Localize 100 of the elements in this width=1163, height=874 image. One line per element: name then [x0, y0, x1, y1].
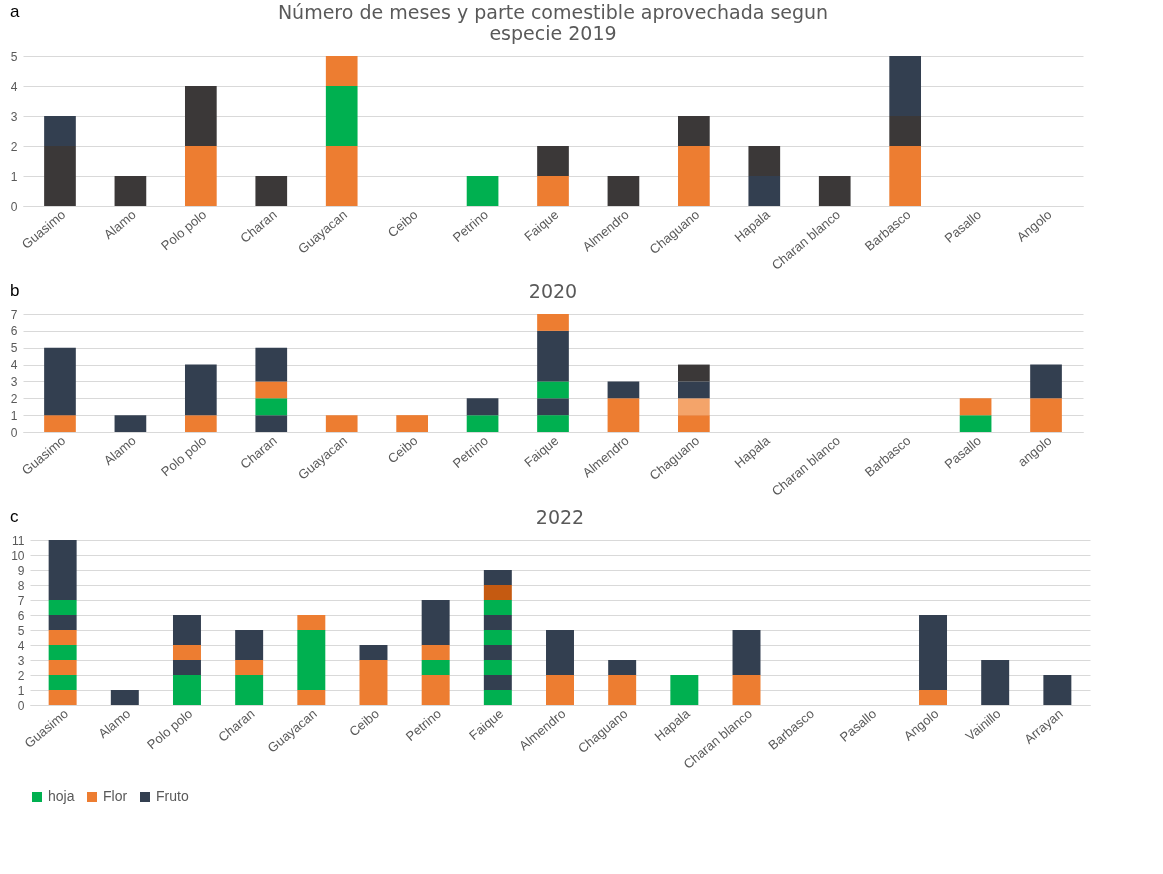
- y-tick-label: 4: [10, 358, 18, 373]
- y-tick-label: 0: [10, 425, 18, 440]
- bar: [919, 690, 948, 705]
- bar: [44, 415, 76, 432]
- bar: [1043, 675, 1072, 705]
- y-tick-label: 3: [10, 109, 18, 124]
- y-tick-label: 10: [11, 548, 25, 563]
- bar: [359, 645, 388, 660]
- bar: [732, 630, 761, 675]
- bar: [255, 415, 288, 432]
- bar: [678, 364, 710, 382]
- bar: [483, 690, 512, 705]
- x-tick-label: Polo polo: [144, 705, 196, 753]
- bar: [483, 570, 512, 585]
- bar: [184, 86, 217, 146]
- bar: [325, 146, 358, 206]
- bar: [537, 381, 569, 399]
- y-tick-label: 2: [10, 139, 18, 154]
- bar: [297, 690, 326, 705]
- bar: [466, 415, 499, 432]
- bar: [255, 381, 288, 399]
- bar: [1030, 398, 1062, 432]
- y-tick-label: 1: [10, 408, 18, 423]
- bar: [172, 675, 201, 705]
- y-tick-label: 4: [17, 638, 25, 653]
- text: a: [10, 2, 20, 22]
- bar: [607, 176, 640, 206]
- bar: [466, 176, 499, 206]
- bar: [110, 690, 139, 705]
- bar: [48, 675, 77, 690]
- bar: [48, 645, 77, 660]
- y-tick-label: 3: [10, 374, 18, 389]
- bar: [678, 415, 710, 432]
- bar: [44, 116, 76, 146]
- bar: [297, 630, 326, 690]
- y-tick-label: 5: [17, 623, 25, 638]
- bar: [325, 86, 358, 146]
- bar: [396, 415, 428, 432]
- bar: [48, 615, 77, 630]
- bar: [325, 415, 358, 432]
- bar: [114, 415, 147, 432]
- bar: [48, 630, 77, 645]
- bar: [537, 176, 569, 206]
- bar: [48, 600, 77, 615]
- bar: [172, 615, 201, 645]
- bar: [172, 645, 201, 660]
- bar: [537, 314, 569, 331]
- bar: [959, 398, 992, 416]
- bar: [48, 660, 77, 675]
- y-tick-label: 8: [17, 578, 25, 593]
- bar: [889, 56, 922, 116]
- bar: [235, 660, 264, 675]
- bar: [818, 176, 851, 206]
- bar: [466, 398, 499, 416]
- y-tick-label: 7: [10, 307, 18, 322]
- bar: [184, 364, 217, 416]
- legend-label: hoja: [48, 788, 75, 804]
- bar: [608, 660, 637, 675]
- bar: [919, 615, 948, 690]
- bar: [608, 675, 637, 705]
- bar: [537, 330, 569, 382]
- x-tick-label: Polo polo: [158, 206, 210, 254]
- bar: [184, 146, 217, 206]
- y-tick-label: 1: [10, 169, 18, 184]
- bar: [44, 146, 76, 206]
- bar: [981, 660, 1010, 705]
- bar: [537, 415, 569, 432]
- legend-label: Fruto: [156, 788, 189, 804]
- bar: [421, 600, 450, 645]
- y-tick-label: 9: [17, 563, 25, 578]
- bar: [748, 146, 781, 176]
- y-tick-label: 0: [10, 199, 18, 214]
- bar: [678, 116, 710, 146]
- bar: [483, 585, 512, 600]
- bar: [297, 615, 326, 630]
- bar: [607, 381, 640, 399]
- bar: [483, 660, 512, 675]
- bar: [255, 398, 288, 416]
- chart-title: 2020: [528, 280, 578, 302]
- bar: [421, 660, 450, 675]
- bar: [678, 398, 710, 416]
- bar: [114, 176, 147, 206]
- bar: [678, 146, 710, 206]
- bar: [748, 176, 781, 206]
- y-tick-label: 11: [12, 533, 25, 548]
- bar: [546, 675, 574, 705]
- bar: [483, 645, 512, 660]
- legend-label: Flor: [103, 788, 128, 804]
- bar: [607, 398, 640, 432]
- text: b: [10, 281, 20, 301]
- y-tick-label: 0: [17, 698, 25, 713]
- bar: [1030, 364, 1062, 399]
- bar: [255, 347, 288, 382]
- bar: [483, 675, 512, 690]
- bar: [44, 347, 76, 416]
- bar: [235, 630, 264, 660]
- bar: [255, 176, 288, 206]
- bar: [325, 56, 358, 86]
- y-tick-label: 2: [10, 391, 18, 406]
- bar: [546, 630, 574, 675]
